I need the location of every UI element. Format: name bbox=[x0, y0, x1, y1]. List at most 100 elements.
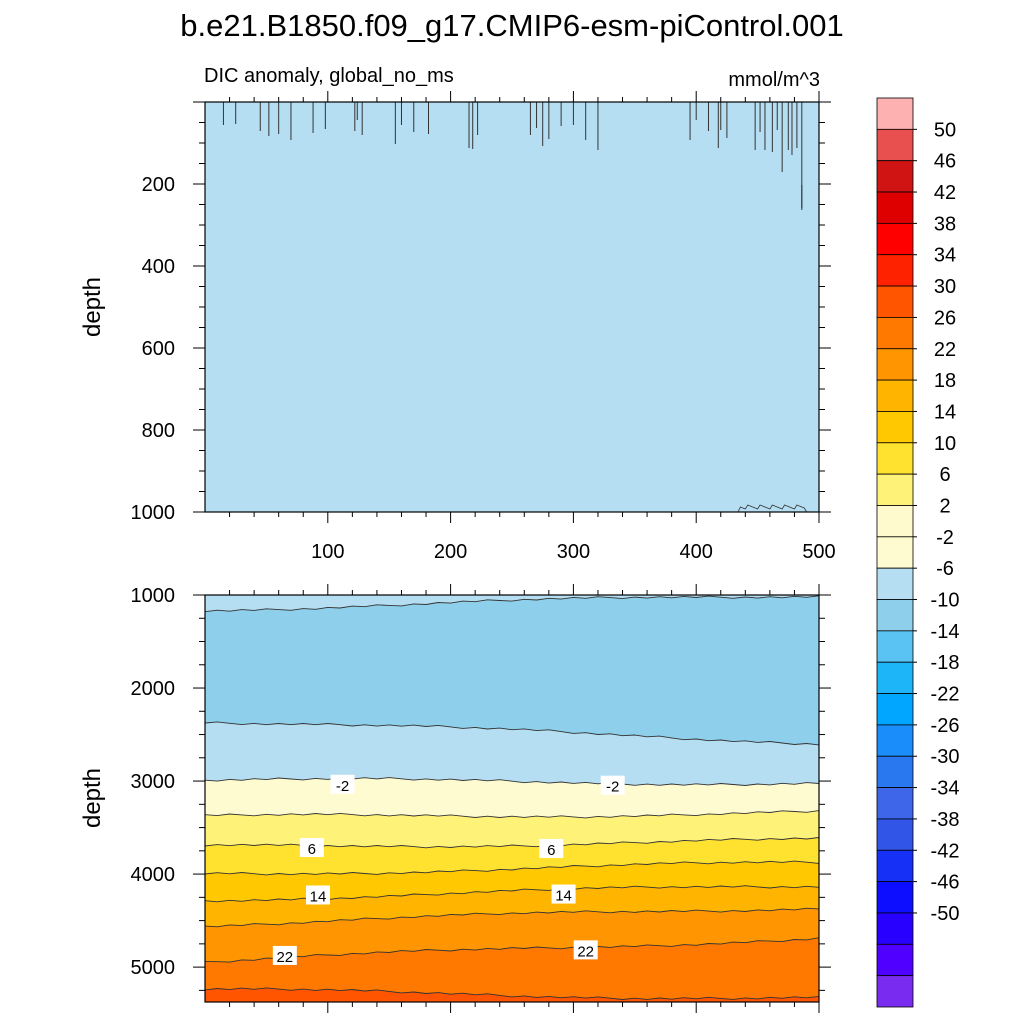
colorbar-label: 50 bbox=[934, 119, 956, 141]
colorbar-swatch bbox=[876, 912, 914, 945]
contour-line bbox=[205, 987, 819, 1000]
colorbar-label: 22 bbox=[934, 339, 956, 361]
colorbar-swatch bbox=[876, 849, 914, 883]
contour-line bbox=[737, 504, 808, 513]
units-label: mmol/m^3 bbox=[728, 69, 820, 91]
contour-line bbox=[205, 937, 819, 963]
colorbar-swatch bbox=[876, 379, 914, 412]
colorbar-label: -46 bbox=[931, 872, 960, 894]
colorbar-swatch bbox=[876, 285, 914, 318]
y-tick-label: 200 bbox=[142, 174, 175, 196]
y-tick-label: 1000 bbox=[131, 585, 176, 607]
colorbar-label: 6 bbox=[939, 464, 950, 486]
y-axis-label: depth bbox=[79, 277, 106, 337]
contour-label: 14 bbox=[551, 884, 576, 905]
colorbar-swatch bbox=[876, 943, 914, 977]
colorbar-label: -42 bbox=[931, 840, 960, 862]
colorbar-swatch bbox=[876, 630, 914, 663]
colorbar-swatch bbox=[876, 599, 914, 632]
colorbar-label: -18 bbox=[931, 652, 960, 674]
band-fill bbox=[205, 102, 819, 512]
colorbar-swatch bbox=[876, 317, 914, 350]
contour-label-box bbox=[573, 940, 598, 960]
y-tick-label: 5000 bbox=[131, 957, 176, 979]
colorbar-swatch bbox=[876, 787, 914, 820]
colorbar-label: -10 bbox=[931, 590, 960, 612]
contour-line bbox=[205, 907, 819, 928]
contour-label-box bbox=[539, 838, 564, 858]
colorbar-label: 38 bbox=[934, 213, 956, 235]
contour-label-text: -2 bbox=[336, 778, 349, 795]
colorbar-label: -22 bbox=[931, 684, 960, 706]
upper-panel: 100 200 300 400 500 200 400 600 800 1000 depth bbox=[79, 91, 836, 563]
colorbar-swatch bbox=[876, 442, 914, 475]
x-tick-label: 300 bbox=[557, 541, 590, 563]
y-tick-label: 3000 bbox=[131, 771, 176, 793]
figure-title: b.e21.B1850.f09_g17.CMIP6-esm-piControl.… bbox=[180, 8, 843, 43]
contour-label-text: 22 bbox=[577, 943, 594, 960]
colorbar-swatch bbox=[876, 755, 914, 788]
colorbar-swatch bbox=[876, 191, 914, 224]
contour-line bbox=[205, 777, 819, 786]
colorbar-label: -50 bbox=[931, 903, 960, 925]
colorbar-swatch bbox=[876, 222, 914, 256]
colorbar-swatch bbox=[876, 881, 914, 914]
y-tick-label: 800 bbox=[142, 420, 175, 442]
colorbar-label: 26 bbox=[934, 307, 956, 329]
colorbar-label: -34 bbox=[931, 778, 960, 800]
colorbar-label: -26 bbox=[931, 715, 960, 737]
contour-label: -2 bbox=[330, 774, 355, 795]
contour-label-box bbox=[551, 884, 576, 904]
contour-label-text: 14 bbox=[310, 888, 327, 905]
contour-label: 14 bbox=[305, 885, 330, 905]
colorbar-label: 14 bbox=[934, 401, 956, 423]
colorbar-swatch bbox=[876, 505, 914, 538]
x-tick-label: 200 bbox=[434, 541, 467, 563]
contour-label-text: -2 bbox=[606, 779, 619, 796]
contour-label: 6 bbox=[299, 838, 324, 858]
contour-label-text: 14 bbox=[555, 888, 572, 905]
band-group bbox=[205, 595, 819, 1002]
colorbar-label: -30 bbox=[931, 746, 960, 768]
colorbar-swatch bbox=[876, 975, 914, 1008]
colorbar-swatch bbox=[876, 97, 914, 130]
colorbar-swatch bbox=[876, 254, 914, 287]
colorbar-label: 18 bbox=[934, 370, 956, 392]
contour-label: 6 bbox=[539, 838, 564, 859]
colorbar-label: -6 bbox=[936, 558, 954, 580]
contour-line bbox=[205, 595, 819, 613]
band-fill bbox=[205, 987, 819, 1002]
y-tick-label: 1000 bbox=[131, 502, 176, 524]
colorbar-swatch bbox=[876, 661, 914, 694]
contour-label-text: 6 bbox=[547, 842, 555, 859]
colorbar-swatch bbox=[876, 473, 914, 506]
colorbar-swatch bbox=[876, 724, 914, 757]
contour-label: 22 bbox=[573, 940, 598, 960]
y-axis-label: depth bbox=[79, 768, 106, 828]
colorbar-label: 2 bbox=[939, 495, 950, 517]
colorbar-label: 42 bbox=[934, 182, 956, 204]
colorbar-swatch bbox=[876, 818, 914, 851]
colorbar-label: -38 bbox=[931, 809, 960, 831]
contour-label-box bbox=[272, 945, 297, 965]
contour-line bbox=[205, 860, 819, 876]
colorbar-swatch bbox=[876, 536, 914, 569]
colorbar-label: 30 bbox=[934, 276, 956, 298]
colorbar-swatch bbox=[876, 693, 914, 726]
x-tick-label: 500 bbox=[802, 541, 835, 563]
colorbar-label: -2 bbox=[936, 527, 954, 549]
panel-frame bbox=[204, 594, 820, 1003]
colorbar-label: -14 bbox=[931, 621, 960, 643]
colorbar-label: 46 bbox=[934, 151, 956, 173]
contour-label: -2 bbox=[600, 775, 625, 796]
colorbar-swatch bbox=[876, 348, 914, 381]
contour-label-box bbox=[600, 775, 625, 795]
contour-line bbox=[205, 810, 819, 819]
lower-panel: -2 -2 6 6 14 14 22 22 1000 2000 3000 4000 5000 depth bbox=[79, 584, 831, 1013]
contour-label-text: 6 bbox=[308, 841, 316, 858]
contour-label-box bbox=[330, 774, 355, 794]
colorbar-swatch bbox=[876, 567, 914, 600]
left-subtitle: DIC anomaly, global_no_ms bbox=[204, 65, 454, 87]
